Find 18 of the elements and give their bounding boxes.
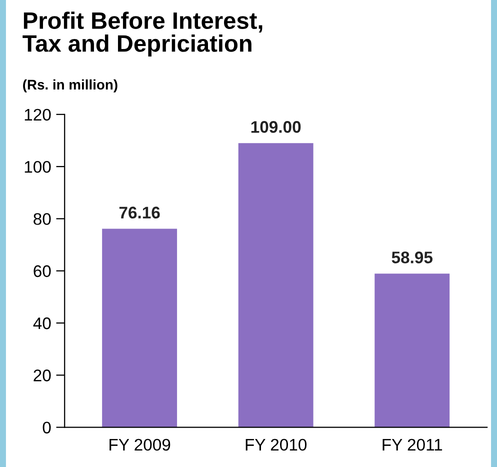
bar bbox=[374, 274, 450, 428]
y-tick-label: 60 bbox=[34, 265, 51, 278]
chart-title: Profit Before Interest, Tax and Depriciation bbox=[22, 12, 262, 57]
data-label: 76.16 bbox=[119, 206, 160, 218]
y-tick-label: 120 bbox=[24, 108, 51, 121]
y-tick-label: 40 bbox=[33, 317, 51, 330]
x-tick-label: FY 2009 bbox=[110, 438, 170, 451]
y-tick-label: 20 bbox=[34, 370, 51, 382]
x-tick-label: FY 2011 bbox=[382, 438, 442, 451]
data-label: 58.95 bbox=[392, 252, 432, 264]
chart-subtitle: (Rs. in million) bbox=[23, 79, 118, 92]
data-label: 109.00 bbox=[251, 121, 301, 133]
bar bbox=[102, 228, 178, 428]
y-tick-label: 80 bbox=[34, 213, 51, 225]
y-tick-label: 100 bbox=[24, 160, 51, 173]
y-tick-label: 0 bbox=[42, 422, 51, 434]
bar bbox=[238, 143, 314, 428]
x-tick-label: FY 2010 bbox=[246, 438, 307, 451]
